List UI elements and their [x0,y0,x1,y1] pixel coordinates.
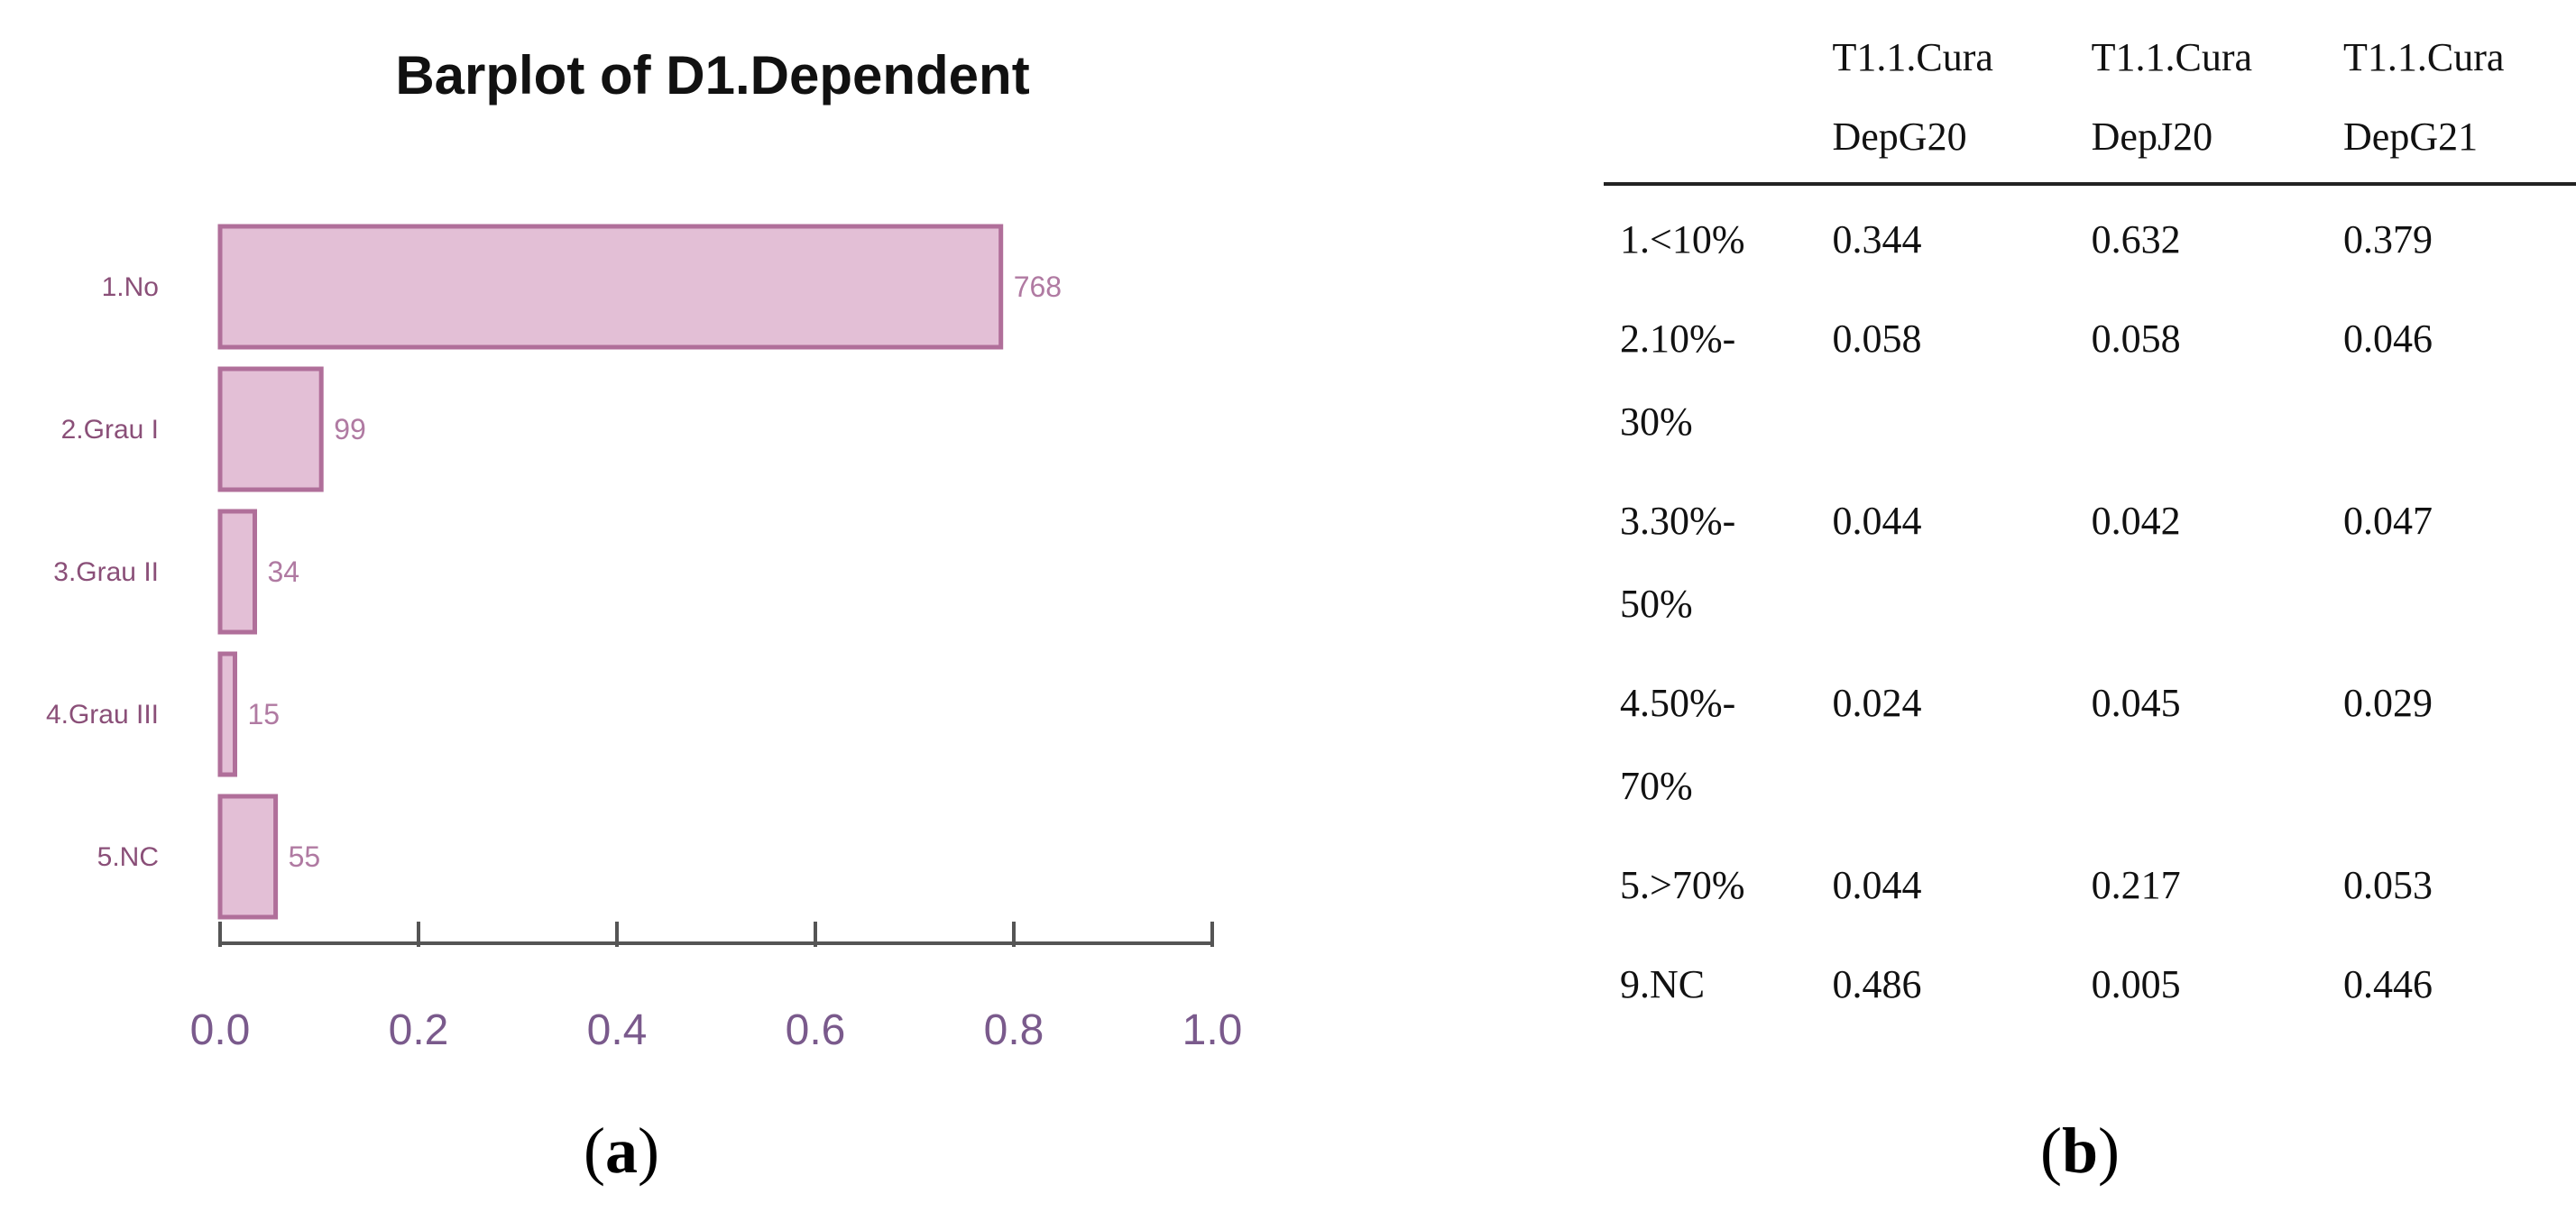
x-tick-label: 0.6 [786,1006,846,1054]
table-cell: 0.058 [1832,317,1922,361]
table-cell: 0.029 [2343,681,2433,725]
bar [217,794,279,920]
x-tick-label: 0.2 [389,1006,449,1054]
table-row: 3.30%- 50% 0.044 0.042 0.047 [1604,474,2576,656]
table-cell: 0.044 [1832,863,1922,907]
table-cell: 0.044 [1832,499,1922,543]
bar [217,366,324,492]
row-label: 1.<10% [1620,217,1745,262]
panel-label-a: (a) [584,1115,659,1187]
data-label: 34 [268,556,300,588]
row-label: 4.50%- 70% [1620,681,1736,808]
table-row: 1.<10% 0.344 0.632 0.379 [1604,184,2576,292]
table-cell: 0.024 [1832,681,1922,725]
table-cell: 0.042 [2091,499,2181,543]
table-header-cell: T1.1.Cura DepG20 [1832,18,2092,186]
table-header-cell: T1.1.Cura DepJ20 [2091,18,2344,186]
row-label: 9.NC [1620,962,1706,1006]
table-row: 9.NC 0.486 0.005 0.446 [1604,938,2576,1037]
table-cell: 0.005 [2091,962,2181,1006]
table-cell: 0.344 [1832,217,1922,262]
table-row: 4.50%- 70% 0.024 0.045 0.029 [1604,656,2576,839]
x-tick-label: 1.0 [1182,1006,1243,1054]
table-row: 5.>70% 0.044 0.217 0.053 [1604,839,2576,938]
bar [217,651,237,777]
category-label: 3.Grau II [53,557,159,587]
table-cell: 0.053 [2343,863,2433,907]
table-cell: 0.045 [2091,681,2181,725]
data-label: 15 [248,698,281,730]
table-cell: 0.632 [2091,217,2181,262]
x-tick-label: 0.8 [984,1006,1044,1054]
row-label: 5.>70% [1620,863,1745,907]
category-label: 5.NC [97,842,159,872]
barplot-chart: Barplot of D1.Dependent 1.No 768 2.Grau I 9… [46,45,1243,1054]
bars-group: 1.No 768 2.Grau I 99 3.Grau II 34 4.Grau III 15… [46,224,1062,920]
data-label: 55 [289,840,321,873]
table-cell: 0.486 [1832,962,1922,1006]
table-header-row: T1.1.Cura DepG20 T1.1.Cura DepJ20 T1.1.Cur… [1604,18,2576,186]
row-label: 2.10%- 30% [1620,317,1736,444]
table-header-cell: T1.1.Cura DepG21 [2343,18,2576,186]
x-tick-label: 0.4 [587,1006,648,1054]
table-cell: 0.047 [2343,499,2433,543]
category-label: 4.Grau III [46,700,159,730]
table-cell: 0.058 [2091,317,2181,361]
data-table: T1.1.Cura DepG20 T1.1.Cura DepJ20 T1.1.Cur… [1604,18,2576,1037]
x-axis: 0.0 0.2 0.4 0.6 0.8 1.0 [190,922,1243,1054]
panel-label-b: (b) [2040,1115,2121,1187]
chart-title: Barplot of D1.Dependent [395,45,1029,106]
table-cell: 0.217 [2091,863,2181,907]
bar [217,509,257,635]
table-row: 2.10%- 30% 0.058 0.058 0.046 [1604,292,2576,474]
table-cell: 0.446 [2343,962,2433,1006]
category-label: 2.Grau I [61,415,159,445]
bar [217,224,1004,350]
table-cell: 0.379 [2343,217,2433,262]
data-label: 99 [334,413,366,445]
row-label: 3.30%- 50% [1620,499,1736,626]
data-label: 768 [1014,271,1062,303]
table-header-corner [1604,18,1833,186]
x-tick-label: 0.0 [190,1006,251,1054]
category-label: 1.No [102,272,159,302]
table-cell: 0.046 [2343,317,2433,361]
